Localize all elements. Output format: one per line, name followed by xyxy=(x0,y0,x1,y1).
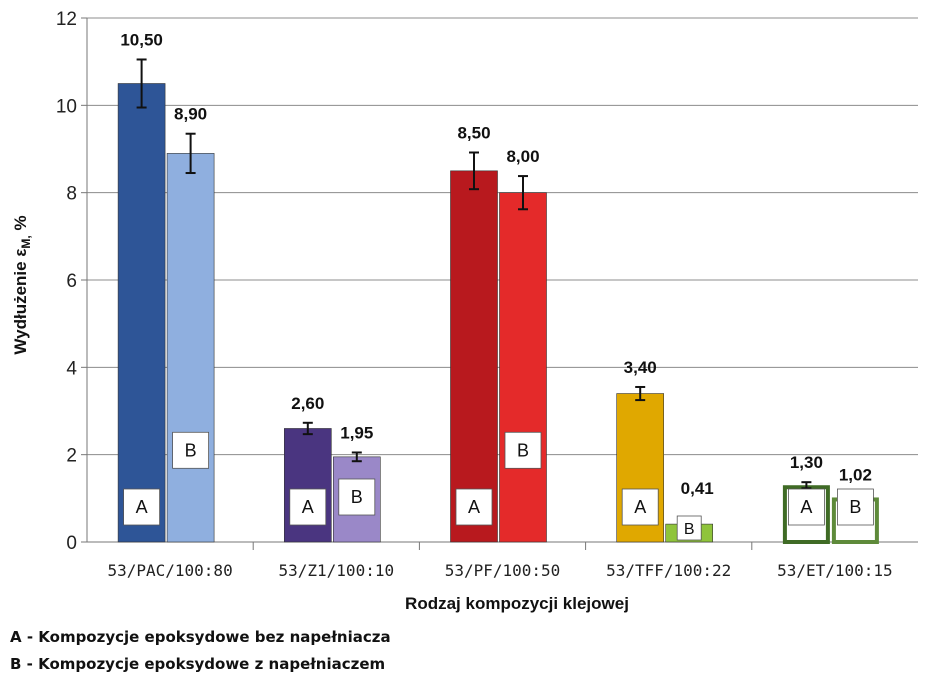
legend-key-a: A xyxy=(10,628,22,646)
legend-key-b: B xyxy=(10,655,22,673)
legend-text-a: - Kompozycje epoksydowe bez napełniacza xyxy=(21,628,391,646)
series-marker-box xyxy=(172,431,210,469)
y-axis-title-main: Wydłużenie ε xyxy=(11,249,30,355)
y-tick-label: 2 xyxy=(66,446,77,467)
series-marker-letter: B xyxy=(684,521,695,538)
y-axis-title-unit: % xyxy=(11,215,30,235)
data-label: 3,40 xyxy=(624,358,657,377)
bar-a xyxy=(117,83,166,543)
y-tick-label: 12 xyxy=(56,9,77,30)
bar-a xyxy=(450,170,498,543)
x-tick-label: 53/Z1/100:10 xyxy=(279,561,395,580)
series-marker-letter: A xyxy=(468,497,480,517)
series-marker-box xyxy=(837,488,874,526)
data-label: 1,02 xyxy=(839,465,872,484)
series-marker-box xyxy=(338,478,376,516)
y-tick-label: 0 xyxy=(66,533,77,554)
y-tick-label: 4 xyxy=(66,358,77,379)
series-marker-letter: A xyxy=(634,497,646,517)
x-axis-title: Rodzaj kompozycji klejowej xyxy=(405,594,629,613)
legend-item-b: B - Kompozycje epoksydowe z napełniaczem xyxy=(10,655,385,673)
series-marker-box xyxy=(621,488,659,526)
data-label: 2,60 xyxy=(291,394,324,413)
data-label: 8,90 xyxy=(174,105,207,124)
data-label: 10,50 xyxy=(120,30,163,49)
data-label: 0,41 xyxy=(681,479,714,498)
series-marker-box xyxy=(676,515,702,541)
x-tick-label: 53/PAC/100:80 xyxy=(107,561,232,580)
data-labels: 10,50 A 8,90 B 2,60 A 1,95 B 8,50 A 8,00 B 3,40 A 0,41… xyxy=(120,30,874,541)
x-tick-label: 53/TFF/100:22 xyxy=(606,561,731,580)
y-tick-label: 6 xyxy=(66,271,77,292)
series-marker-letter: B xyxy=(351,487,363,507)
series-marker-letter: A xyxy=(136,497,148,517)
legend-item-a: A - Kompozycje epoksydowe bez napełniacz… xyxy=(10,628,391,646)
y-tick-label: 10 xyxy=(56,96,77,117)
data-label: 8,50 xyxy=(457,123,490,142)
series-marker-box xyxy=(289,488,327,526)
series-marker-letter: A xyxy=(302,497,314,517)
x-tick-label: 53/PF/100:50 xyxy=(445,561,561,580)
series-marker-letter: B xyxy=(517,440,529,460)
legend-text-b: - Kompozycje epoksydowe z napełniaczem xyxy=(21,655,386,673)
data-label: 1,95 xyxy=(340,423,373,442)
data-label: 1,30 xyxy=(790,453,823,472)
y-tick-label: 8 xyxy=(66,184,77,205)
y-axis-title-sub: M, xyxy=(19,235,33,248)
series-marker-box xyxy=(123,488,160,526)
series-marker-letter: B xyxy=(849,497,861,517)
x-axis: 53/PAC/100:80 53/Z1/100:10 53/PF/100:50 53/… xyxy=(87,541,918,580)
bar-b xyxy=(499,192,547,543)
y-axis-title: Wydłużenie εM, % xyxy=(11,215,33,354)
series-marker-box xyxy=(788,488,825,526)
series-marker-letter: B xyxy=(185,440,197,460)
bar-b xyxy=(166,153,215,543)
series-marker-letter: A xyxy=(800,497,812,517)
series-marker-box xyxy=(455,488,493,526)
x-tick-label: 53/ET/100:15 xyxy=(777,561,893,580)
series-marker-box xyxy=(504,431,542,469)
bars xyxy=(117,58,879,545)
y-axis: 0 2 4 6 8 10 12 xyxy=(56,9,88,554)
data-label: 8,00 xyxy=(506,147,539,166)
